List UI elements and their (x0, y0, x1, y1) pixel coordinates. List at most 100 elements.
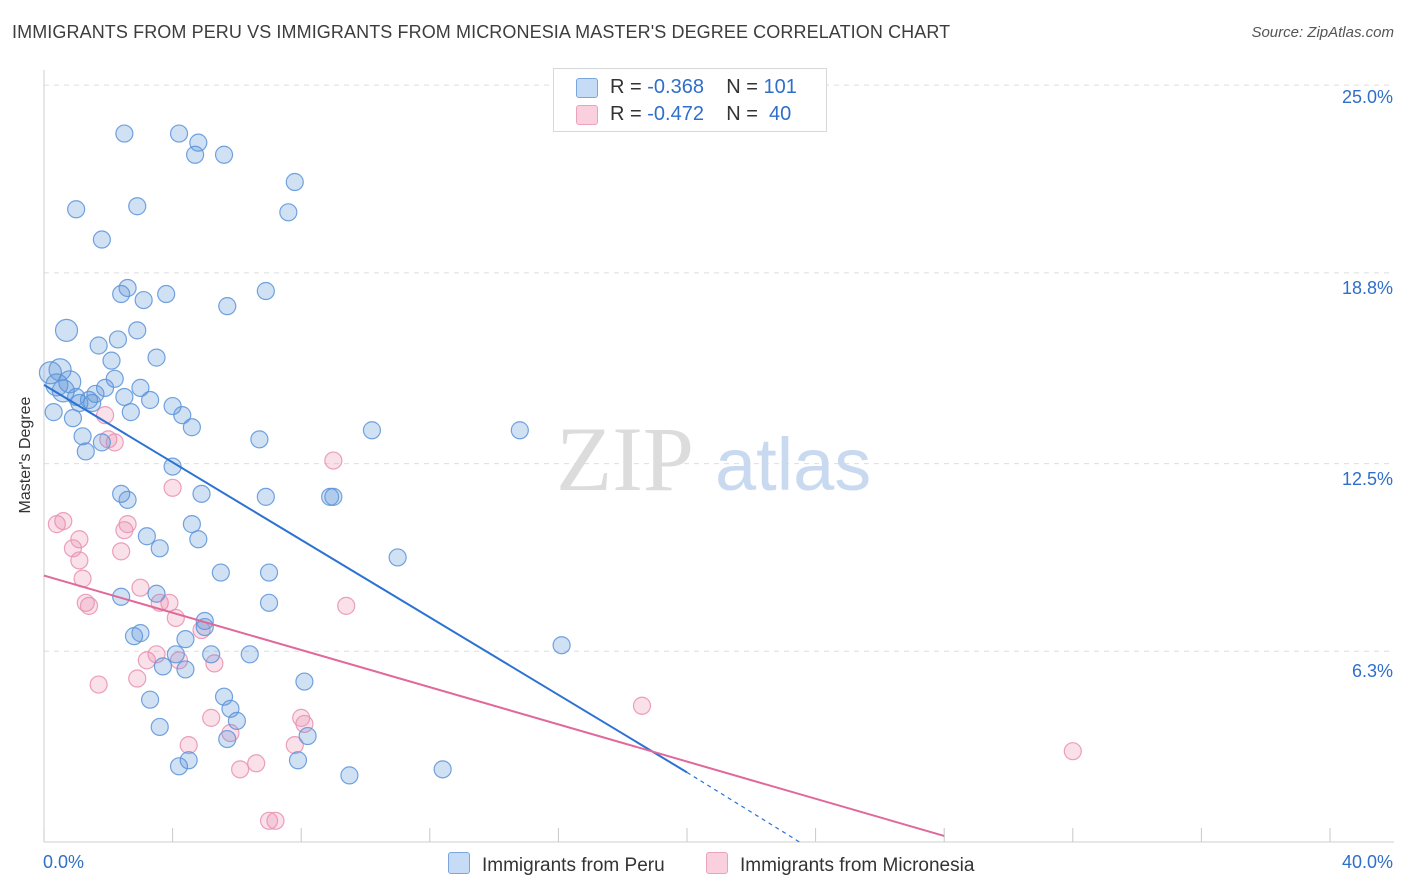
peru-point-86 (288, 751, 308, 770)
peru-point-62 (388, 548, 407, 567)
peru-point-73 (195, 611, 214, 631)
peru-point-5 (44, 403, 63, 422)
peru-n-label: N = (726, 76, 764, 98)
legend-micronesia-swatch (706, 852, 728, 874)
peru-point-38 (128, 197, 147, 216)
micronesia-point-11 (105, 433, 124, 452)
legend-peru-swatch (448, 852, 470, 874)
peru-point-7 (48, 358, 72, 382)
legend-item-micronesia[interactable]: Immigrants from Micronesia (706, 852, 974, 877)
peru-point-33 (157, 284, 176, 304)
micronesia-n-label: N = (726, 103, 764, 125)
peru-point-20 (105, 369, 124, 388)
peru-point-56 (256, 487, 275, 506)
micronesia-point-29 (231, 760, 250, 779)
peru-point-70 (153, 657, 173, 676)
watermark: ZIP atlas (556, 408, 871, 510)
micronesia-point-8 (89, 675, 108, 694)
micronesia-point-30 (247, 754, 266, 773)
peru-point-63 (510, 421, 529, 440)
micronesia-point-7 (79, 596, 99, 615)
peru-point-13 (102, 351, 121, 370)
peru-point-65 (112, 587, 131, 606)
stats-legend: R = -0.368 N = 101 R = -0.472 N = 40 (553, 68, 827, 132)
peru-point-0 (38, 361, 63, 385)
peru-n-value: 101 (763, 76, 797, 98)
peru-point-83 (169, 757, 189, 776)
peru-point-47 (118, 490, 137, 509)
peru-point-77 (214, 687, 234, 706)
stats-row-peru: R = -0.368 N = 101 (576, 74, 797, 100)
legend-item-peru[interactable]: Immigrants from Peru (448, 852, 665, 877)
peru-point-18 (92, 433, 111, 452)
watermark-atlas: atlas (715, 423, 871, 506)
peru-point-80 (298, 726, 317, 746)
peru-point-85 (218, 729, 237, 749)
y-tick-12-5: 12.5% (1341, 469, 1393, 489)
peru-point-9 (54, 318, 79, 342)
micronesia-point-22 (166, 608, 185, 628)
y-tick-25: 25.0% (1341, 87, 1393, 107)
micronesia-point-24 (179, 736, 198, 755)
peru-point-23 (131, 378, 150, 397)
micronesia-point-39 (1063, 742, 1082, 761)
micronesia-point-5 (70, 530, 89, 549)
micronesia-point-14 (118, 515, 137, 534)
peru-point-31 (118, 278, 137, 298)
peru-point-28 (173, 406, 192, 425)
axes (43, 70, 1394, 843)
peru-point-58 (259, 593, 279, 612)
peru-point-35 (256, 281, 275, 301)
peru-point-71 (176, 630, 195, 649)
trend-lines (43, 383, 945, 843)
gridlines (44, 84, 1394, 652)
peru-point-74 (202, 645, 221, 664)
watermark-zip: ZIP (556, 408, 694, 510)
legend-micronesia-label: Immigrants from Micronesia (740, 855, 975, 876)
x-tick-min: 0.0% (43, 852, 85, 872)
peru-r-label: R = (610, 76, 648, 98)
peru-point-19 (83, 393, 102, 413)
micronesia-point-1 (54, 511, 73, 531)
peru-point-54 (211, 563, 230, 582)
peru-point-27 (163, 396, 182, 416)
peru-point-82 (150, 717, 169, 737)
peru-point-66 (147, 584, 166, 603)
source-label: Source: ZipAtlas.com (1251, 24, 1394, 41)
y-tick-6-3: 6.3% (1351, 661, 1393, 681)
peru-point-37 (67, 200, 86, 219)
y-tick-18-8: 18.8% (1341, 278, 1393, 298)
micronesia-n-value: 40 (769, 103, 792, 125)
series-micronesia-points (47, 406, 1082, 830)
stats-row-micronesia: R = -0.472 N = 40 (576, 101, 792, 127)
x-tick-max: 40.0% (1341, 852, 1393, 872)
micronesia-trend-line (43, 574, 945, 837)
peru-point-3 (58, 370, 82, 394)
series-peru-points (38, 124, 571, 785)
micronesia-point-32 (266, 811, 285, 830)
micronesia-point-37 (337, 596, 356, 615)
peru-point-79 (295, 672, 314, 691)
micronesia-r-label: R = (610, 103, 648, 125)
micronesia-point-21 (163, 478, 182, 497)
peru-point-43 (169, 124, 189, 143)
peru-point-26 (147, 348, 166, 367)
peru-point-52 (189, 530, 208, 549)
peru-trend-line (43, 383, 688, 774)
peru-point-88 (433, 760, 452, 779)
micronesia-point-16 (128, 669, 147, 688)
peru-point-34 (218, 297, 237, 316)
micronesia-point-26 (202, 708, 221, 727)
peru-point-44 (285, 172, 304, 192)
peru-r-value: -0.368 (647, 76, 704, 98)
peru-point-49 (150, 539, 169, 558)
peru-point-48 (137, 527, 156, 546)
peru-point-72 (176, 660, 195, 679)
peru-point-16 (73, 427, 92, 446)
peru-point-57 (259, 563, 279, 582)
peru-point-15 (79, 390, 99, 410)
peru-point-60 (324, 487, 343, 506)
peru-point-36 (92, 230, 111, 249)
micronesia-point-38 (632, 696, 652, 715)
